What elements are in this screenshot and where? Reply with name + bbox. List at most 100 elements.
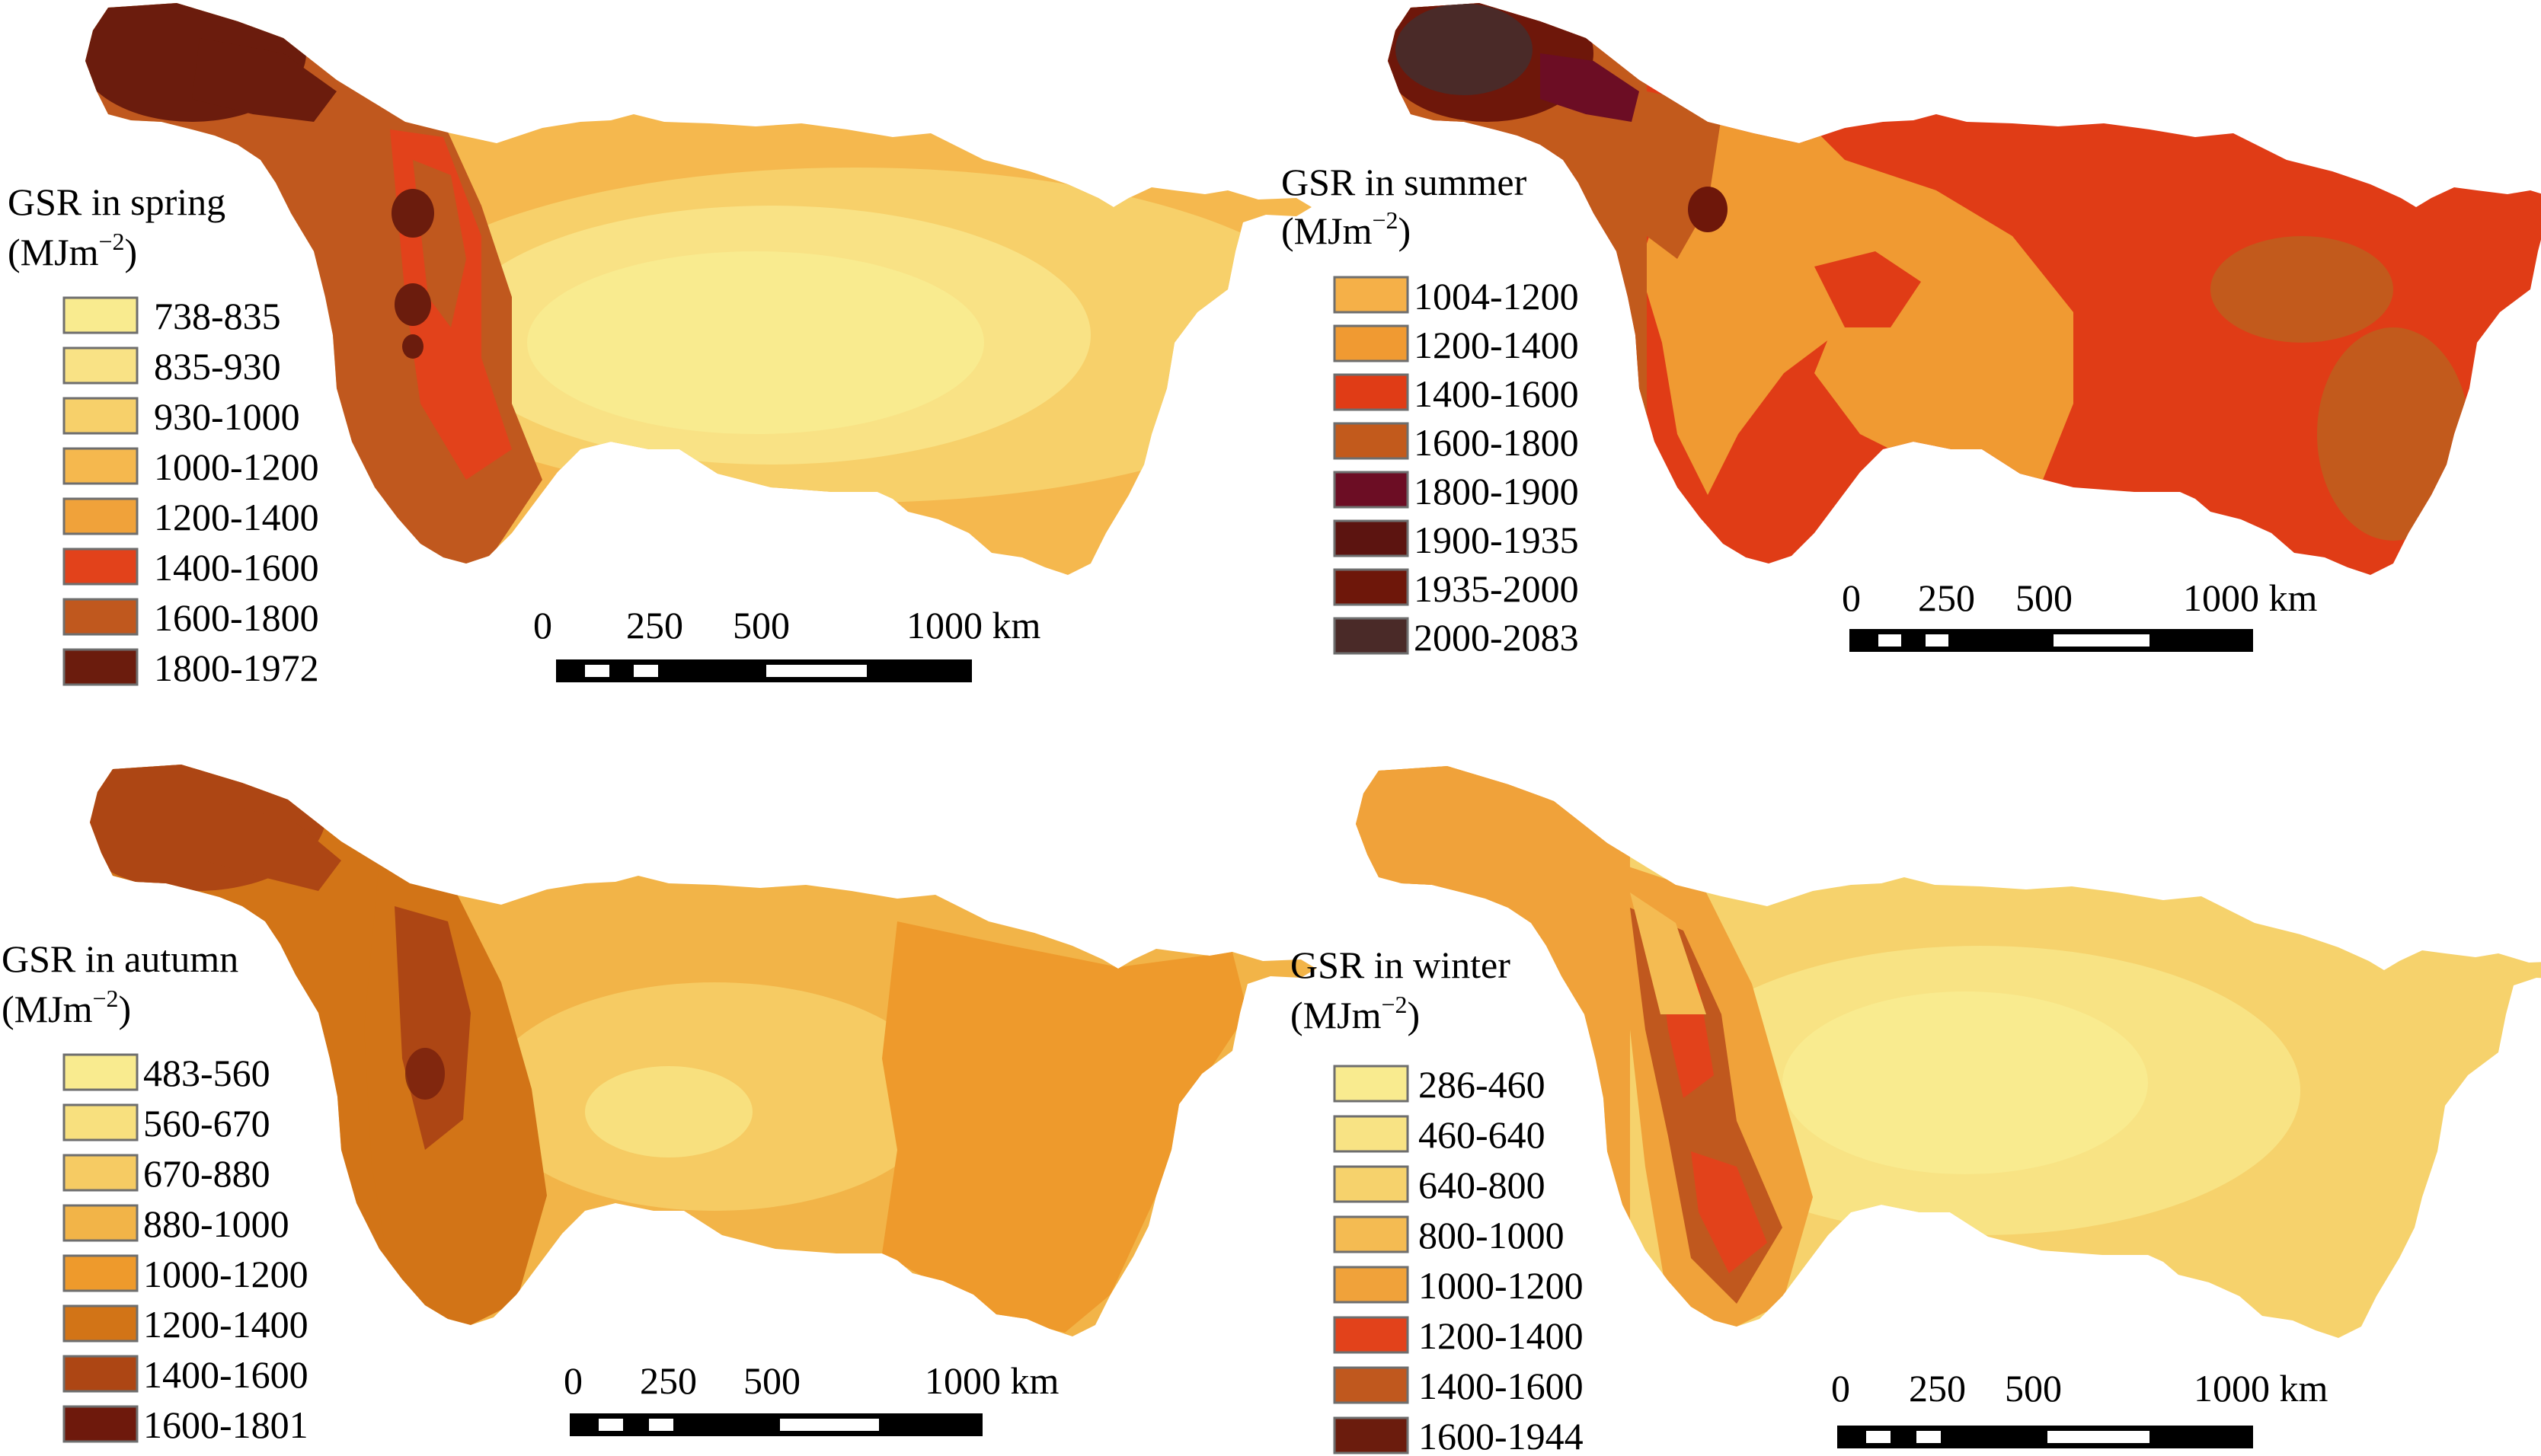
- winter-scale-bar: 0 250 500 1000 km: [1831, 1367, 2328, 1448]
- spring-legend-label: 1800-1972: [154, 647, 319, 689]
- summer-legend-label: 1800-1900: [1414, 470, 1579, 512]
- autumn-legend-swatch: [62, 1154, 139, 1192]
- winter-legend-label: 460-640: [1418, 1113, 1545, 1156]
- summer-title: GSR in summer: [1281, 161, 1527, 203]
- autumn-legend-label: 1000-1200: [143, 1253, 308, 1295]
- spring-legend-swatch: [62, 346, 139, 385]
- summer-legend-swatch: [1333, 471, 1409, 509]
- winter-scale-label-end: 1000 km: [2194, 1367, 2328, 1410]
- autumn-legend-swatch: [62, 1204, 139, 1242]
- autumn-legend-label: 880-1000: [143, 1202, 289, 1245]
- summer-scale-label-zero: 0: [1842, 576, 1861, 619]
- spring-legend-label: 1600-1800: [154, 596, 319, 639]
- autumn-legend-label: 1400-1600: [143, 1353, 308, 1396]
- summer-legend-swatch: [1333, 568, 1409, 606]
- spring-legend-swatch: [62, 548, 139, 586]
- autumn-legend-swatch: [62, 1053, 139, 1091]
- winter-legend-label: 800-1000: [1418, 1214, 1565, 1256]
- autumn-legend-label: 560-670: [143, 1102, 270, 1145]
- autumn-legend-swatch: [62, 1304, 139, 1343]
- winter-legend-swatch: [1333, 1065, 1409, 1103]
- panel-autumn: GSR in autumn (MJm−2) 483-560 560-670 67…: [2, 765, 1316, 1446]
- autumn-scale-label-250: 250: [640, 1359, 697, 1402]
- summer-legend-label: 1200-1400: [1414, 324, 1579, 366]
- summer-legend-swatch: [1333, 422, 1409, 460]
- spring-legend-swatch: [62, 598, 139, 636]
- summer-legend: 1004-1200 1200-1400 1400-1600 1600-1800 …: [1333, 275, 1579, 659]
- spring-legend-label: 835-930: [154, 345, 281, 388]
- summer-legend-swatch: [1333, 617, 1409, 655]
- winter-scale-label-zero: 0: [1831, 1367, 1850, 1410]
- autumn-legend-swatch: [62, 1254, 139, 1292]
- summer-legend-label: 1900-1935: [1414, 519, 1579, 561]
- summer-legend-swatch: [1333, 324, 1409, 362]
- summer-legend-label: 1004-1200: [1414, 275, 1579, 318]
- summer-scale-label-end: 1000 km: [2183, 576, 2318, 619]
- spring-legend-swatch: [62, 447, 139, 485]
- panel-winter: GSR in winter (MJm−2) 286-460 460-640 64…: [1290, 766, 2541, 1456]
- autumn-scale-label-end: 1000 km: [925, 1359, 1060, 1402]
- summer-legend-label: 1400-1600: [1414, 372, 1579, 415]
- winter-legend-swatch: [1333, 1416, 1409, 1454]
- summer-legend-label: 1935-2000: [1414, 567, 1579, 610]
- spring-title: GSR in spring: [8, 180, 225, 223]
- spring-legend-swatch: [62, 648, 139, 686]
- autumn-legend-label: 1200-1400: [143, 1303, 308, 1346]
- spring-scale-bar: 0 250 500 1000 km: [533, 604, 1041, 682]
- winter-scale-label-500: 500: [2005, 1367, 2062, 1410]
- winter-legend-label: 286-460: [1418, 1063, 1545, 1106]
- winter-legend-swatch: [1333, 1366, 1409, 1404]
- winter-unit: (MJm−2): [1290, 991, 1420, 1036]
- summer-legend-swatch: [1333, 519, 1409, 557]
- summer-legend-label: 2000-2083: [1414, 616, 1579, 659]
- spring-legend-label: 1200-1400: [154, 496, 319, 538]
- winter-legend-swatch: [1333, 1266, 1409, 1304]
- summer-scale-bar: 0 250 500 1000 km: [1842, 576, 2318, 652]
- summer-scale-label-250: 250: [1918, 576, 1975, 619]
- spring-legend-label: 930-1000: [154, 395, 300, 438]
- spring-legend-swatch: [62, 296, 139, 334]
- autumn-scale-label-500: 500: [743, 1359, 801, 1402]
- spring-legend-label: 1400-1600: [154, 546, 319, 589]
- spring-legend: 738-835 835-930 930-1000 1000-1200 1200-…: [62, 295, 319, 689]
- winter-title: GSR in winter: [1290, 944, 1510, 986]
- summer-legend-swatch: [1333, 373, 1409, 411]
- spring-scale-label-500: 500: [733, 604, 790, 647]
- spring-scale-label-250: 250: [626, 604, 683, 647]
- winter-legend-label: 640-800: [1418, 1164, 1545, 1206]
- spring-legend-label: 1000-1200: [154, 445, 319, 488]
- winter-legend-label: 1200-1400: [1418, 1314, 1584, 1357]
- spring-unit: (MJm−2): [8, 228, 137, 273]
- autumn-title: GSR in autumn: [2, 937, 238, 980]
- winter-legend-label: 1000-1200: [1418, 1264, 1584, 1307]
- summer-legend-label: 1600-1800: [1414, 421, 1579, 464]
- autumn-unit: (MJm−2): [2, 985, 131, 1030]
- spring-legend-swatch: [62, 397, 139, 435]
- panel-summer: GSR in summer (MJm−2) 1004-1200 1200-140…: [1281, 3, 2541, 659]
- panel-spring: GSR in spring (MJm−2) 738-835 835-930 93…: [8, 3, 1312, 689]
- autumn-legend-label: 670-880: [143, 1152, 270, 1195]
- winter-legend-swatch: [1333, 1215, 1409, 1253]
- winter-legend-swatch: [1333, 1316, 1409, 1354]
- summer-unit: (MJm−2): [1281, 206, 1411, 252]
- winter-legend-label: 1400-1600: [1418, 1365, 1584, 1407]
- summer-legend-swatch: [1333, 276, 1409, 314]
- summer-scale-label-500: 500: [2015, 576, 2073, 619]
- winter-legend-swatch: [1333, 1165, 1409, 1203]
- autumn-legend-swatch: [62, 1355, 139, 1393]
- spring-legend-label: 738-835: [154, 295, 281, 337]
- autumn-legend-label: 1600-1801: [143, 1403, 308, 1446]
- spring-legend-swatch: [62, 497, 139, 535]
- winter-scale-label-250: 250: [1909, 1367, 1966, 1410]
- winter-legend: 286-460 460-640 640-800 800-1000 1000-12…: [1333, 1063, 1584, 1456]
- autumn-legend-swatch: [62, 1103, 139, 1141]
- spring-scale-label-end: 1000 km: [906, 604, 1041, 647]
- winter-legend-label: 1600-1944: [1418, 1415, 1584, 1456]
- autumn-scale-bar: 0 250 500 1000 km: [564, 1359, 1060, 1436]
- autumn-legend-label: 483-560: [143, 1052, 270, 1094]
- autumn-scale-label-zero: 0: [564, 1359, 583, 1402]
- spring-scale-label-zero: 0: [533, 604, 552, 647]
- autumn-legend-swatch: [62, 1405, 139, 1443]
- winter-legend-swatch: [1333, 1115, 1409, 1153]
- autumn-legend: 483-560 560-670 670-880 880-1000 1000-12…: [62, 1052, 308, 1446]
